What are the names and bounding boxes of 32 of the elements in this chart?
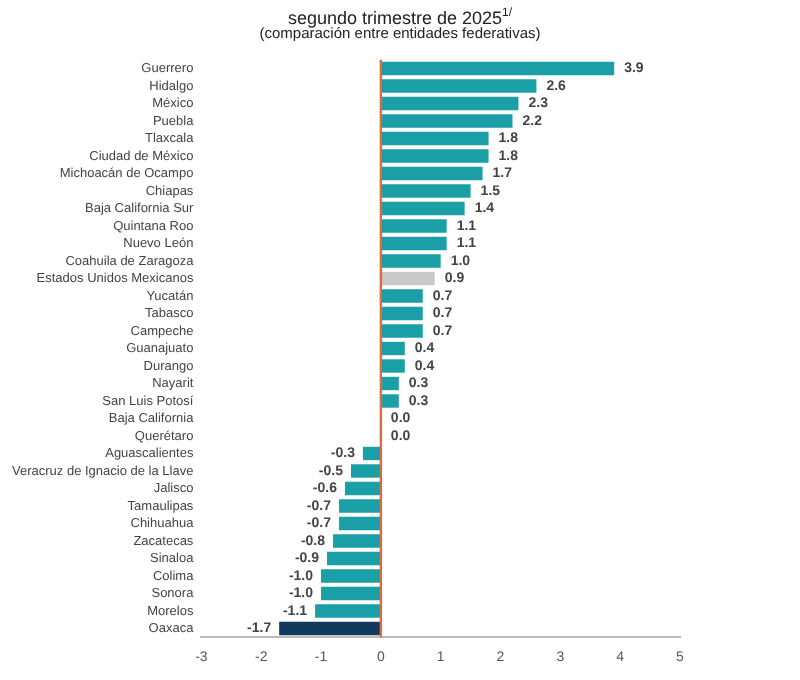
bar — [315, 604, 381, 618]
bar — [380, 324, 423, 338]
bar — [380, 219, 447, 233]
chart-title: segundo trimestre de 2025$^{1/}$ — [287, 5, 513, 28]
bar — [380, 166, 483, 181]
bar — [339, 499, 381, 513]
bar — [362, 446, 381, 461]
bar — [380, 184, 471, 198]
bar — [321, 586, 381, 601]
bar — [279, 621, 381, 636]
bar — [380, 131, 489, 146]
bar — [380, 306, 423, 321]
bar — [380, 254, 441, 268]
bar — [333, 534, 381, 548]
bar — [380, 341, 405, 356]
bar — [327, 551, 381, 566]
bar — [380, 394, 399, 408]
bar — [380, 201, 465, 216]
bar — [321, 569, 381, 583]
bar — [380, 96, 519, 111]
bar — [344, 481, 381, 496]
bar — [350, 464, 381, 478]
bar — [380, 61, 615, 76]
bar — [380, 149, 489, 163]
bar — [380, 271, 435, 286]
bar — [339, 516, 381, 531]
bar — [380, 359, 405, 373]
bar — [380, 79, 537, 93]
bar — [380, 289, 423, 303]
bar — [380, 236, 447, 251]
bar — [380, 376, 399, 391]
bar — [380, 114, 513, 128]
